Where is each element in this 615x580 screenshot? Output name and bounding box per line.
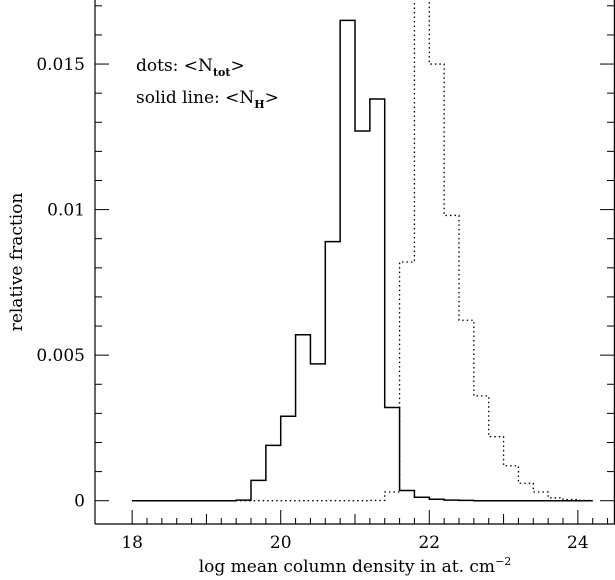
axis-ticks [95, 5, 614, 524]
x-tick-label: 18 [121, 533, 143, 553]
y-tick-label: 0 [74, 492, 85, 512]
y-tick-label: 0.005 [36, 346, 85, 366]
series-layer [132, 0, 593, 502]
y-tick-label: 0.015 [36, 55, 85, 75]
legend-dots-entry: dots: <Ntot> [136, 56, 245, 79]
legend-solid-entry: solid line: <NH> [136, 88, 279, 111]
tick-labels: 18 20 22 24 0 0.005 0.01 0.015 [36, 55, 588, 553]
x-tick-label: 20 [270, 533, 292, 553]
x-tick-label: 24 [567, 533, 589, 553]
x-axis-label: log mean column density in at. cm−2 [199, 555, 512, 577]
dotted-histogram-series [132, 0, 593, 502]
y-axis-label: relative fraction [7, 193, 27, 332]
legend: dots: <Ntot> solid line: <NH> [136, 56, 279, 111]
x-tick-label: 22 [418, 533, 440, 553]
y-tick-label: 0.01 [47, 201, 85, 221]
